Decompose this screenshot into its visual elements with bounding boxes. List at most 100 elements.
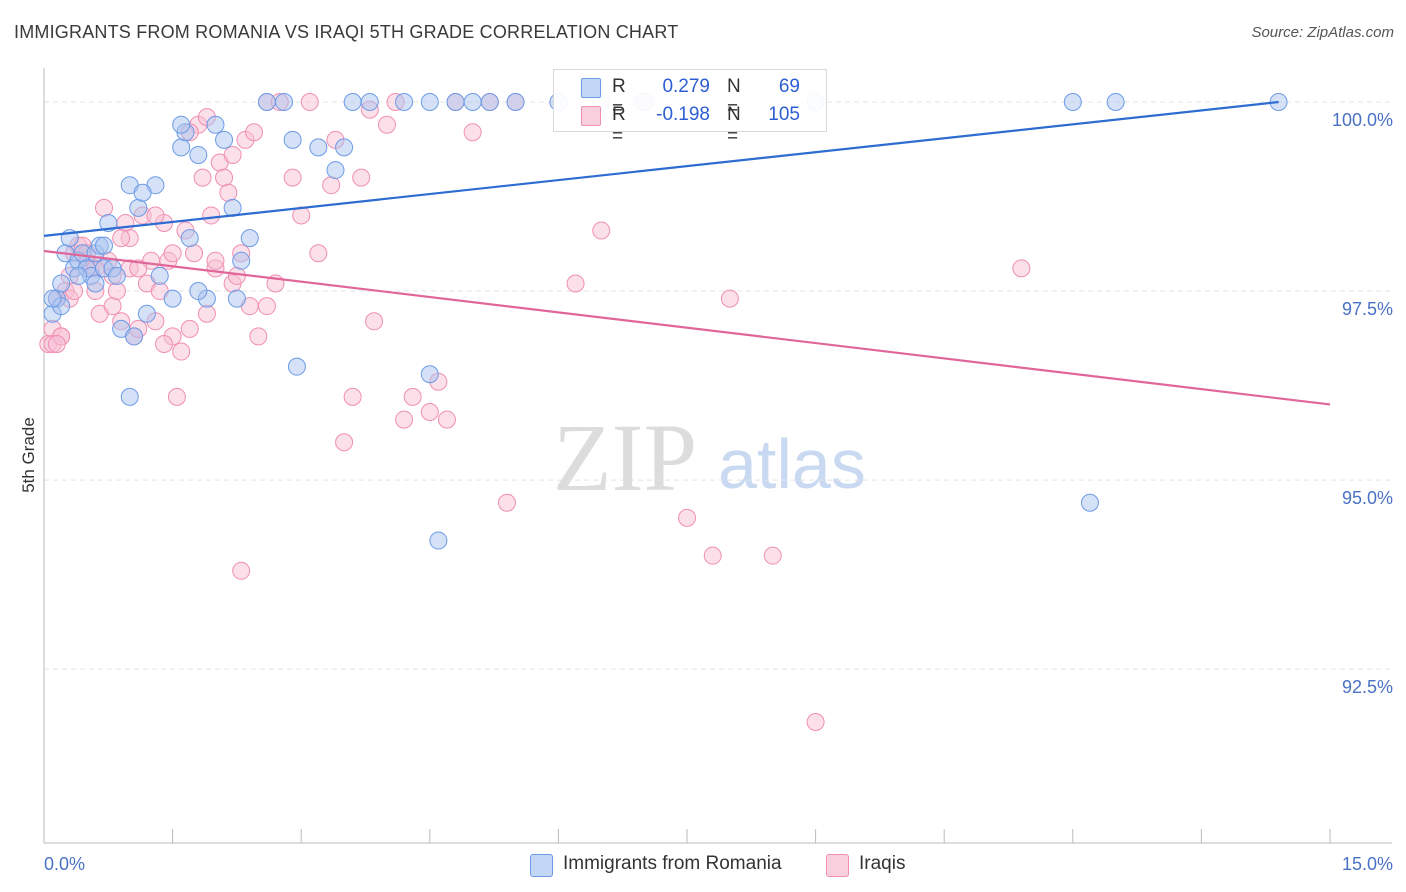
iraqis-point-31 — [172, 342, 191, 361]
iraqis-point-60 — [395, 410, 414, 429]
iraqis-point-59 — [377, 115, 396, 134]
iraqis-point-92 — [300, 93, 319, 112]
romania-point-33 — [275, 93, 294, 112]
iraqis-point-84 — [146, 206, 165, 225]
romania-point-53 — [1080, 493, 1099, 512]
iraqis-legend-swatch — [826, 854, 849, 877]
watermark: ZIP atlas — [553, 404, 866, 511]
r-label: R = — [612, 104, 626, 147]
iraqis-point-68 — [566, 274, 585, 293]
iraqis-point-48 — [249, 327, 268, 346]
iraqis-trend-line — [43, 249, 1331, 406]
source-credit: Source: ZipAtlas.com — [1251, 24, 1394, 41]
iraqis-point-75 — [806, 713, 825, 732]
romania-point-31 — [240, 229, 259, 248]
iraqis-point-18 — [116, 214, 135, 232]
romania-point-40 — [395, 93, 414, 112]
grid-lines — [44, 101, 1392, 670]
watermark-zip: ZIP — [553, 404, 697, 511]
iraqis-point-36 — [193, 168, 212, 187]
iraqis-point-72 — [703, 546, 722, 565]
romania-point-15 — [107, 266, 126, 285]
romania-swatch — [581, 78, 601, 98]
romania-point-42 — [446, 93, 465, 112]
iraqis-point-44 — [227, 266, 246, 285]
iraqis-point-73 — [720, 289, 739, 308]
iraqis-point-64 — [437, 410, 456, 429]
r-value: -0.198 — [656, 104, 710, 125]
n-value: 105 — [768, 104, 800, 125]
iraqis-point-76 — [1012, 259, 1031, 278]
romania-point-68 — [172, 115, 191, 134]
iraqis-point-96 — [497, 493, 516, 512]
n-label: N = — [727, 76, 741, 119]
iraqis-point-88 — [206, 251, 225, 270]
romania-point-34 — [283, 130, 302, 149]
iraqis-point-34 — [185, 244, 204, 263]
n-value: 69 — [778, 76, 800, 97]
iraqis-point-51 — [283, 168, 302, 187]
r-label: R = — [612, 76, 626, 119]
iraqis-point-61 — [403, 387, 422, 406]
y-tick-label-3: 92.5% — [1342, 677, 1393, 697]
iraqis-point-37 — [197, 304, 216, 323]
iraqis-point-38 — [202, 206, 221, 225]
iraqis-point-103 — [257, 297, 276, 316]
romania-point-18 — [125, 327, 144, 346]
axes — [43, 68, 1392, 844]
romania-point-30 — [232, 251, 251, 270]
iraqis-point-53 — [309, 244, 328, 263]
iraqis-point-69 — [592, 221, 611, 240]
romania-point-2 — [52, 274, 71, 293]
iraqis-point-102 — [155, 334, 174, 353]
romania-point-67 — [95, 236, 114, 255]
stats-legend: R = 0.279 N = 69 R = -0.198 N = 105 — [553, 69, 827, 147]
iraqis-point-65 — [463, 123, 482, 142]
r-value: 0.279 — [662, 76, 710, 97]
x-tick-labels: 0.0% 15.0% — [44, 854, 1393, 874]
romania-point-62 — [227, 289, 246, 308]
iraqis-point-54 — [322, 176, 341, 195]
romania-point-36 — [326, 161, 345, 180]
iraqis-points — [39, 93, 1031, 732]
iraqis-swatch — [581, 106, 601, 126]
y-tick-labels: 100.0% 97.5% 95.0% 92.5% — [1332, 110, 1393, 697]
series-legend: Immigrants from Romania Iraqis — [0, 852, 1406, 878]
romania-point-22 — [163, 289, 182, 308]
romania-point-20 — [137, 304, 156, 323]
iraqis-point-74 — [763, 546, 782, 565]
romania-point-24 — [180, 229, 199, 248]
romania-point-19 — [129, 198, 148, 217]
iraqis-point-62 — [420, 403, 439, 422]
romania-point-65 — [86, 274, 105, 293]
watermark-atlas: atlas — [718, 425, 866, 503]
y-tick-label-1: 97.5% — [1342, 299, 1393, 319]
iraqis-point-101 — [129, 259, 148, 278]
romania-point-51 — [1106, 93, 1125, 112]
romania-point-38 — [343, 93, 362, 112]
iraqis-point-71 — [678, 508, 696, 527]
romania-point-56 — [287, 357, 306, 376]
iraqis-point-41 — [215, 168, 234, 187]
y-tick-label-2: 95.0% — [1342, 488, 1393, 508]
romania-point-23 — [172, 138, 191, 157]
y-tick-label-0: 100.0% — [1332, 110, 1393, 130]
iraqis-point-55 — [335, 433, 354, 452]
iraqis-point-15 — [103, 297, 122, 316]
romania-point-21 — [150, 266, 169, 285]
iraqis-point-89 — [223, 145, 242, 164]
romania-point-60 — [133, 183, 152, 202]
iraqis-point-33 — [180, 319, 199, 338]
iraqis-point-100 — [112, 229, 131, 248]
chart-title: IMMIGRANTS FROM ROMANIA VS IRAQI 5TH GRA… — [14, 22, 679, 42]
romania-point-55 — [420, 365, 439, 384]
iraqis-point-90 — [245, 123, 264, 142]
n-label: N = — [727, 104, 741, 147]
romania-point-27 — [206, 115, 225, 134]
romania-point-54 — [429, 531, 448, 550]
iraqis-point-85 — [163, 244, 182, 263]
legend-label: Iraqis — [859, 853, 906, 874]
iraqis-point-58 — [365, 312, 384, 331]
x-tick-label-max: 15.0% — [1342, 854, 1393, 874]
romania-point-17 — [120, 387, 139, 406]
